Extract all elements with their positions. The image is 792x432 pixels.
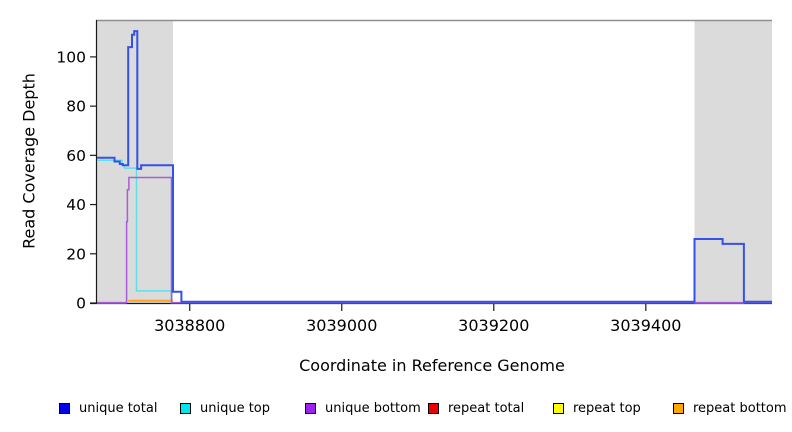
legend-label: unique top	[200, 400, 271, 416]
legend-item-repeat-bottom: repeat bottom	[673, 399, 787, 417]
y-tick-label: 0	[76, 295, 86, 313]
legend: unique total unique top unique bottom repea…	[0, 399, 792, 419]
y-axis-title: Read Coverage Depth	[19, 73, 39, 249]
legend-item-unique-total: unique total	[59, 399, 157, 417]
x-axis-title: Coordinate in Reference Genome	[299, 356, 565, 375]
series-unique-top-line	[97, 159, 772, 304]
legend-label: repeat top	[573, 400, 641, 416]
legend-swatch-icon	[305, 402, 316, 414]
x-tick-label: 3039000	[306, 316, 377, 335]
legend-swatch-icon	[180, 402, 191, 414]
legend-label: unique total	[79, 400, 158, 416]
legend-swatch-icon	[553, 402, 564, 414]
legend-item-repeat-top: repeat top	[553, 399, 641, 417]
legend-swatch-icon	[428, 402, 439, 414]
x-tick-label: 3039200	[458, 316, 529, 335]
y-tick-label: 20	[66, 245, 86, 263]
shaded-region	[694, 21, 772, 303]
legend-label: unique bottom	[325, 400, 421, 416]
legend-swatch-icon	[59, 402, 70, 414]
legend-item-repeat-total: repeat total	[428, 399, 524, 417]
x-tick-label: 3039400	[610, 316, 681, 335]
y-tick-label: 60	[66, 147, 86, 165]
y-tick-label: 40	[66, 196, 86, 214]
legend-swatch-icon	[673, 402, 684, 414]
legend-item-unique-top: unique top	[180, 399, 270, 417]
x-tick-label: 3038800	[154, 316, 225, 335]
legend-item-unique-bottom: unique bottom	[305, 399, 421, 417]
legend-label: repeat total	[448, 400, 525, 416]
series-unique-total-line	[97, 30, 772, 303]
y-tick-label: 100	[56, 48, 86, 66]
shaded-region	[97, 21, 174, 303]
series-unique-bottom-line	[97, 176, 772, 304]
legend-label: repeat bottom	[693, 400, 787, 416]
y-tick-label: 80	[66, 98, 86, 116]
